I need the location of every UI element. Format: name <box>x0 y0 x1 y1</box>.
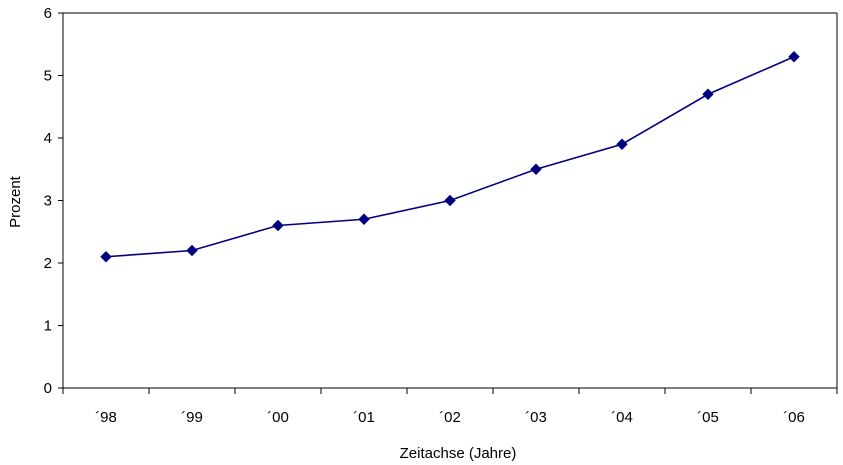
y-tick-label: 3 <box>44 193 52 210</box>
x-tick-label: ´03 <box>525 409 547 426</box>
data-point-marker <box>702 88 714 100</box>
x-tick-label: ´05 <box>697 409 719 426</box>
x-tick-label: ´99 <box>181 409 203 426</box>
y-tick-label: 4 <box>44 130 52 147</box>
y-tick-label: 2 <box>44 255 52 272</box>
x-tick-label: ´04 <box>611 409 633 426</box>
y-axis-title: Prozent <box>7 175 24 228</box>
y-tick-label: 6 <box>44 5 52 22</box>
x-tick-label: ´01 <box>353 409 375 426</box>
data-point-marker <box>272 219 284 232</box>
x-tick-label: ´06 <box>783 409 805 426</box>
x-tick-label: ´02 <box>439 409 461 426</box>
data-point-marker <box>358 213 370 225</box>
series-line <box>105 56 795 258</box>
x-axis-title: Zeitachse (Jahre) <box>400 445 517 462</box>
data-point-marker <box>186 244 198 257</box>
x-tick-label: ´98 <box>95 409 117 426</box>
y-tick-label: 5 <box>44 68 52 85</box>
y-tick-label: 0 <box>44 380 52 397</box>
data-point-marker <box>530 163 542 175</box>
data-point-marker <box>444 194 456 207</box>
data-point-marker <box>616 138 628 150</box>
data-point-marker <box>788 51 800 63</box>
y-tick-label: 1 <box>44 318 52 335</box>
data-point-marker <box>100 251 112 263</box>
x-tick-label: ´00 <box>267 409 289 426</box>
